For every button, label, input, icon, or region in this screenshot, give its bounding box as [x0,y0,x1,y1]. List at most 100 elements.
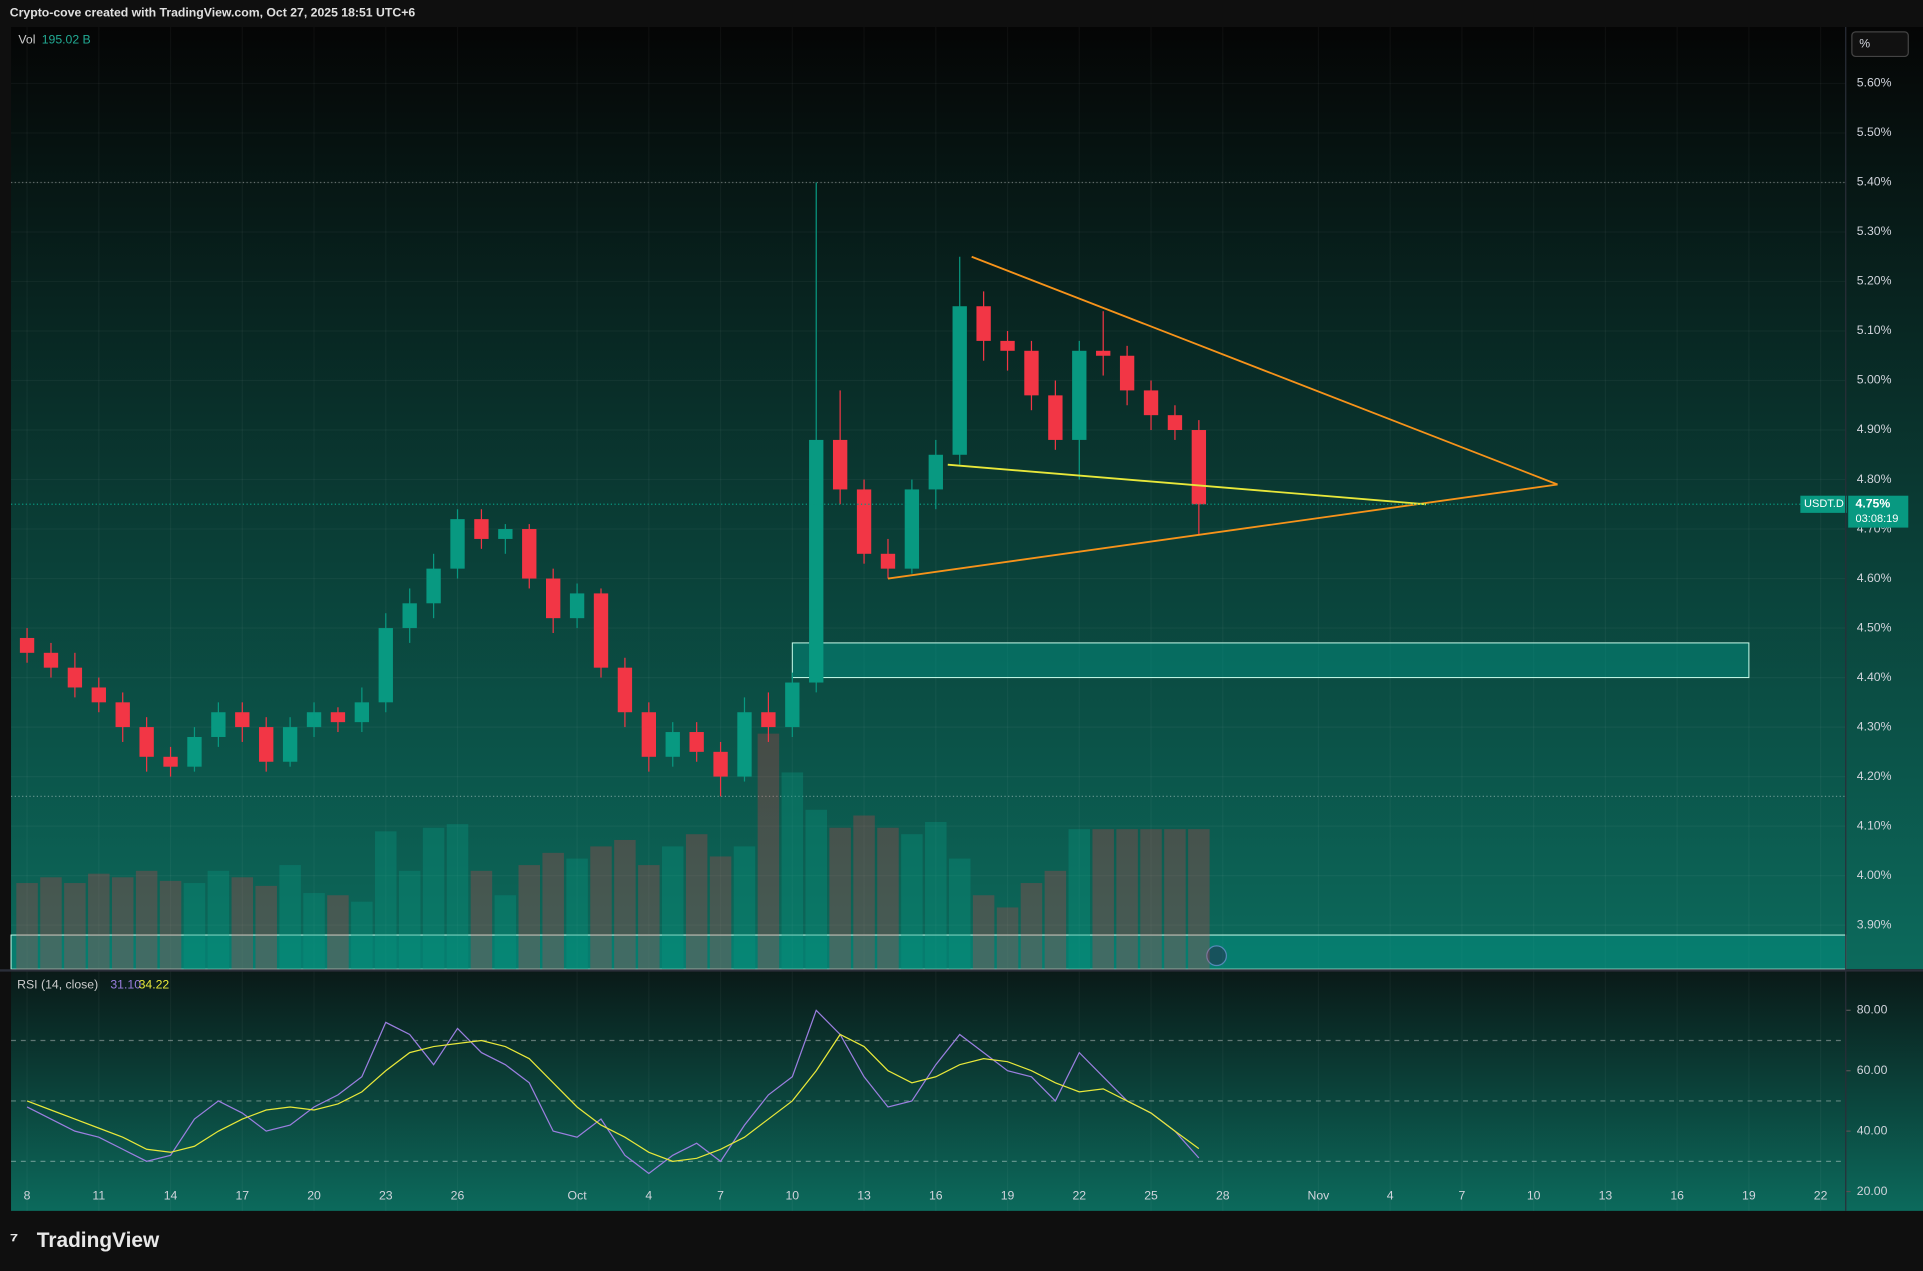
rsi-line [26,1009,1200,1175]
candle-body [378,628,393,703]
volume-bar [16,883,38,970]
symbol-tag [1800,495,1847,513]
x-tick-label: 10 [1527,1188,1541,1202]
y-tick-label: 5.30% [1857,224,1892,238]
x-tick-label: Oct [568,1188,588,1202]
candle-body [522,529,537,579]
candle-body [1143,390,1159,416]
x-tick-label: 4 [1387,1188,1394,1202]
volume-bar [805,809,827,970]
y-tick-label: 4.00% [1857,868,1892,882]
volume-bar [709,856,732,970]
volume-bar [781,772,804,970]
volume-bar [1164,829,1186,970]
volume-bar [183,883,206,970]
header: Crypto-cove created with TradingView.com… [10,6,416,20]
y-tick-label: 4.10% [1857,818,1892,832]
candle-body [187,736,202,767]
volume-bar [1020,883,1043,970]
volume-bar [638,865,660,970]
scale-button[interactable] [1851,31,1909,58]
candle-body [139,727,154,757]
x-tick-label: 7 [1458,1188,1465,1202]
volume-bar [327,895,349,970]
x-tick-label: 10 [785,1188,799,1202]
volume-bar [40,877,62,970]
candle-body [498,529,513,539]
volume-bar [1140,829,1162,970]
volume-bar [685,834,708,970]
rsi-title: RSI (14, close) [17,977,98,991]
volume-bar [757,733,780,970]
volume-bar [590,846,612,970]
countdown: 03:08:19 [1856,513,1899,525]
volume-bar [542,852,564,970]
candle-body [330,712,346,723]
volume-bar [1068,829,1091,970]
scale-button-label[interactable]: % [1859,36,1870,50]
x-tick-label: 16 [1670,1188,1684,1202]
rsi-ma-last: 34.22 [139,977,170,991]
candle-body [426,568,441,604]
candle-body [43,652,59,668]
volume-bar [111,877,134,970]
volume-last: 195.02 B [42,33,91,47]
candle-body [880,553,896,569]
symbol-label: USDT.D [1804,498,1844,510]
volume-name: Vol [18,33,35,47]
volume-bar [853,815,875,970]
candle-body [569,593,585,619]
zone [791,642,1750,679]
y-tick-label: 5.50% [1857,125,1892,139]
volume-bar [446,824,469,970]
trend-line [887,483,1558,580]
event-icon[interactable] [1206,945,1228,967]
x-tick-label: 23 [379,1188,393,1202]
candle-body [163,756,178,767]
candle-body [737,712,752,777]
volume-bar [279,865,301,970]
volume-bar [375,831,397,970]
volume-bar [422,827,445,970]
x-tick-label: 26 [451,1188,465,1202]
x-tick-label: 8 [24,1188,31,1202]
candle-body [809,439,824,683]
y-tick-label: 4.80% [1857,472,1892,486]
candle-body [1024,350,1039,396]
x-tick-label: 20 [307,1188,321,1202]
x-tick-label: 16 [929,1188,943,1202]
candle-body [1191,430,1207,505]
volume-bar [255,885,277,970]
x-tick-label: 19 [1001,1188,1015,1202]
candle-body [306,712,322,728]
volume-bar [470,870,493,970]
candle-body [91,687,106,703]
volume-bar [996,907,1019,970]
volume-bar [901,834,923,970]
y-tick-label: 5.10% [1857,323,1892,337]
volume-bar [829,827,851,970]
rsi-tick-label: 40.00 [1857,1123,1888,1137]
candle-body [474,519,489,539]
candle-body [904,489,920,569]
candle-body [235,712,250,728]
volume-bar [351,901,373,970]
volume-bar [925,821,947,970]
candle-body [1000,340,1015,351]
y-tick-label: 4.40% [1857,670,1892,684]
y-tick-label: 4.20% [1857,769,1892,783]
y-tick-label: 4.60% [1857,571,1892,585]
y-tick-label: 5.60% [1857,76,1892,90]
candle-body [976,306,991,341]
x-tick-label: 13 [1599,1188,1613,1202]
rsi-last: 31.10 [110,977,141,991]
x-tick-label: 25 [1144,1188,1158,1202]
candle-body [450,519,465,569]
candle-body [665,732,680,757]
candle-body [1072,350,1087,440]
candle-body [928,454,943,490]
candle-body [641,712,657,757]
y-tick-label: 5.40% [1857,175,1892,189]
x-tick-label: Nov [1308,1188,1331,1202]
